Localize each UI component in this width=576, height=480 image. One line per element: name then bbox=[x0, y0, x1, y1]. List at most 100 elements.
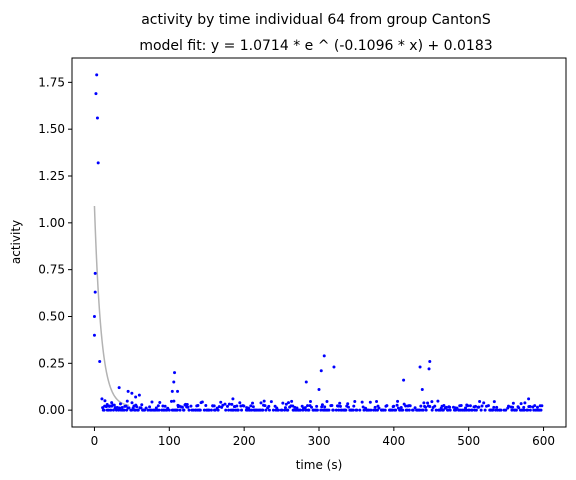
data-point bbox=[100, 397, 104, 401]
data-point bbox=[336, 404, 340, 408]
data-point bbox=[355, 408, 359, 412]
data-point bbox=[395, 403, 399, 407]
data-point bbox=[251, 405, 255, 409]
x-tick-label: 400 bbox=[382, 434, 405, 448]
data-point bbox=[441, 408, 445, 412]
data-point bbox=[523, 401, 527, 405]
data-point bbox=[377, 406, 381, 410]
data-point bbox=[102, 408, 106, 412]
data-point bbox=[283, 408, 287, 412]
y-axis-label: activity bbox=[9, 220, 23, 264]
data-point bbox=[186, 405, 190, 409]
data-point bbox=[527, 397, 531, 401]
data-point bbox=[325, 400, 329, 404]
data-point bbox=[124, 404, 128, 408]
data-point bbox=[304, 380, 308, 384]
data-point bbox=[351, 408, 355, 412]
data-point bbox=[495, 405, 499, 409]
data-point bbox=[506, 404, 510, 408]
data-point bbox=[231, 397, 235, 401]
data-point bbox=[189, 404, 193, 408]
data-point bbox=[295, 406, 299, 410]
data-point bbox=[418, 408, 422, 412]
x-axis-label: time (s) bbox=[296, 458, 343, 472]
data-point bbox=[392, 404, 396, 408]
data-point bbox=[120, 405, 124, 409]
data-point bbox=[213, 408, 217, 412]
data-point bbox=[540, 404, 544, 408]
data-point bbox=[167, 408, 171, 412]
data-point bbox=[334, 408, 338, 412]
data-point bbox=[396, 399, 400, 403]
data-point bbox=[156, 404, 160, 408]
data-point bbox=[227, 408, 231, 412]
y-tick-label: 1.50 bbox=[38, 122, 65, 136]
data-point bbox=[528, 408, 532, 412]
data-point bbox=[338, 401, 342, 405]
data-point bbox=[298, 408, 302, 412]
data-point bbox=[421, 408, 425, 412]
data-point bbox=[491, 408, 495, 412]
data-point bbox=[105, 403, 109, 407]
data-point bbox=[148, 405, 152, 409]
fit-curve bbox=[93, 206, 130, 407]
data-point bbox=[467, 408, 471, 412]
data-point bbox=[230, 402, 234, 406]
data-point bbox=[146, 408, 150, 412]
data-point bbox=[217, 405, 221, 409]
data-point bbox=[163, 404, 167, 408]
data-point bbox=[238, 401, 242, 405]
data-point bbox=[223, 402, 227, 406]
data-point bbox=[242, 404, 246, 408]
data-point bbox=[442, 404, 446, 408]
data-point bbox=[430, 400, 434, 404]
data-point bbox=[332, 365, 336, 369]
data-point bbox=[150, 400, 154, 404]
y-tick-label: 0.75 bbox=[38, 263, 65, 277]
data-point bbox=[110, 401, 114, 405]
data-point bbox=[109, 408, 113, 412]
data-point bbox=[405, 408, 409, 412]
data-point bbox=[427, 367, 431, 371]
data-point bbox=[517, 406, 521, 410]
data-point bbox=[135, 405, 139, 409]
data-point bbox=[422, 401, 426, 405]
data-point bbox=[327, 408, 331, 412]
x-axis: 0 100 200 300 400 500 600 bbox=[91, 427, 555, 448]
data-point bbox=[331, 408, 335, 412]
data-point bbox=[320, 403, 324, 407]
data-point bbox=[216, 408, 220, 412]
y-tick-label: 1.75 bbox=[38, 75, 65, 89]
data-point bbox=[140, 403, 144, 407]
data-point bbox=[261, 408, 265, 412]
data-point bbox=[169, 399, 173, 403]
data-point bbox=[202, 408, 206, 412]
data-point bbox=[474, 404, 478, 408]
data-point bbox=[526, 408, 530, 412]
data-point bbox=[133, 408, 137, 412]
data-point bbox=[420, 388, 424, 392]
data-point bbox=[114, 408, 118, 412]
data-point bbox=[249, 404, 253, 408]
data-point bbox=[369, 408, 373, 412]
data-point bbox=[117, 386, 121, 390]
data-point bbox=[514, 408, 518, 412]
y-tick-label: 1.00 bbox=[38, 216, 65, 230]
data-point bbox=[401, 408, 405, 412]
data-point bbox=[323, 405, 327, 409]
data-point bbox=[319, 408, 323, 412]
data-point bbox=[499, 408, 503, 412]
data-point bbox=[307, 408, 311, 412]
data-point bbox=[404, 404, 408, 408]
data-point bbox=[361, 405, 365, 409]
data-point bbox=[360, 400, 364, 404]
data-point bbox=[504, 408, 508, 412]
data-point bbox=[399, 405, 403, 409]
data-point bbox=[315, 404, 319, 408]
data-point bbox=[231, 408, 235, 412]
data-point bbox=[127, 406, 131, 410]
data-point bbox=[375, 399, 379, 403]
data-point bbox=[276, 408, 280, 412]
data-point bbox=[479, 408, 483, 412]
